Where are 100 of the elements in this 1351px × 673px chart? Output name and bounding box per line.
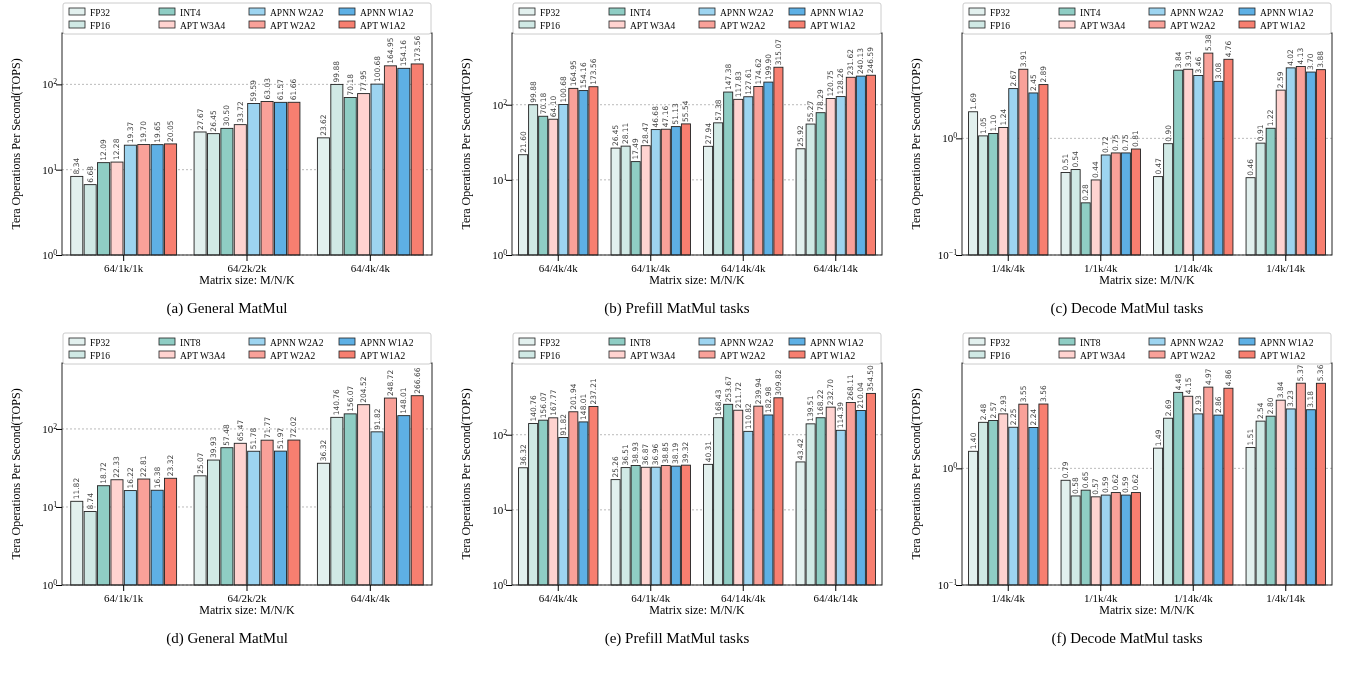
y-axis-title: Tera Operations Per Second(TOPS) — [9, 58, 23, 230]
x-tick-label: 64/4k/4k — [538, 591, 579, 604]
x-axis-title: Matrix size: M/N/K — [1099, 603, 1195, 617]
legend-label: APT W3A4 — [180, 350, 226, 361]
legend-label: INT8 — [180, 337, 201, 348]
legend-label: FP16 — [990, 350, 1011, 361]
legend-label: APNN W2A2 — [720, 337, 774, 348]
legend-label: APNN W1A2 — [360, 337, 414, 348]
y-tick-label: 10$^{2}$ — [492, 427, 508, 441]
legend-label: FP16 — [540, 350, 561, 361]
legend-label: FP16 — [990, 20, 1011, 31]
legend-label: APT W3A4 — [630, 350, 676, 361]
legend-label: APNN W2A2 — [270, 7, 324, 18]
x-axis-title: Matrix size: M/N/K — [199, 603, 295, 617]
x-tick-label: 1/1k/4k — [1083, 261, 1119, 274]
legend-label: FP32 — [990, 337, 1011, 348]
legend-label: APNN W1A2 — [360, 7, 414, 18]
x-tick-label: 64/2k/2k — [227, 261, 268, 274]
text: (f) Decode MatMul tasks — [1051, 630, 1203, 647]
legend-label: INT4 — [630, 7, 651, 18]
x-tick-label: 1/4k/14k — [1266, 591, 1306, 604]
legend-label: APT W3A4 — [630, 20, 676, 31]
y-tick-label: 10$^{1}$ — [42, 162, 58, 176]
legend-label: APT W3A4 — [180, 20, 226, 31]
legend-label: APT W2A2 — [720, 350, 766, 361]
y-tick-label: 10$^{1}$ — [42, 499, 58, 513]
x-axis-title: Matrix size: M/N/K — [649, 603, 745, 617]
y-tick-label: 10$^{0}$ — [492, 577, 508, 591]
legend-label: APNN W1A2 — [810, 7, 864, 18]
y-axis-title: Tera Operations Per Second(TOPS) — [9, 388, 23, 560]
legend-label: FP32 — [90, 7, 111, 18]
legend-label: APNN W1A2 — [1260, 7, 1314, 18]
legend-label: APT W1A2 — [1260, 350, 1306, 361]
x-tick-label: 64/4k/4k — [350, 591, 391, 604]
legend-label: APT W2A2 — [1170, 20, 1216, 31]
text: (b) Prefill MatMul tasks — [604, 300, 750, 317]
y-axis-title: Tera Operations Per Second(TOPS) — [459, 58, 473, 230]
text: (c) Decode MatMul tasks — [1050, 300, 1204, 317]
x-tick-label: 64/14k/4k — [720, 591, 767, 604]
x-tick-label: 1/4k/14k — [1266, 261, 1306, 274]
y-tick-label: 10$^{0}$ — [942, 460, 958, 475]
y-tick-label: 10$^{2}$ — [492, 97, 508, 111]
legend-label: APNN W1A2 — [810, 337, 864, 348]
legend-label: FP32 — [540, 7, 561, 18]
x-tick-label: 64/14k/4k — [720, 261, 767, 274]
legend-label: FP32 — [90, 337, 111, 348]
x-tick-label: 64/4k/4k — [538, 261, 579, 274]
x-axis-title: Matrix size: M/N/K — [649, 273, 745, 287]
y-tick-label: 10$^{0}$ — [42, 247, 58, 261]
x-tick-label: 64/1k/4k — [631, 261, 671, 274]
x-axis-title: Matrix size: M/N/K — [199, 273, 295, 287]
legend-label: APT W1A2 — [360, 350, 406, 361]
y-tick-label: 10$^{1}$ — [492, 172, 508, 186]
legend-label: APT W2A2 — [270, 20, 316, 31]
x-tick-label: 1/14k/4k — [1173, 591, 1214, 604]
x-tick-label: 1/1k/4k — [1083, 591, 1119, 604]
y-axis-title: Tera Operations Per Second(TOPS) — [909, 388, 923, 560]
x-tick-label: 1/14k/4k — [1173, 261, 1214, 274]
legend-label: APNN W2A2 — [1170, 337, 1224, 348]
legend-label: APT W1A2 — [360, 20, 406, 31]
legend-label: APNN W2A2 — [1170, 7, 1224, 18]
legend-label: INT8 — [1080, 337, 1101, 348]
x-axis-title: Matrix size: M/N/K — [1099, 273, 1195, 287]
y-tick-label: 10$^{2}$ — [42, 421, 58, 435]
y-tick-label: 10$^{−1}$ — [937, 577, 958, 591]
legend-label: FP16 — [540, 20, 561, 31]
x-tick-label: 64/4k/4k — [350, 261, 391, 274]
y-tick-label: 10$^{0}$ — [42, 577, 58, 591]
legend-label: APT W1A2 — [810, 350, 856, 361]
y-tick-label: 10$^{1}$ — [492, 502, 508, 516]
legend-label: APNN W1A2 — [1260, 337, 1314, 348]
x-tick-label: 64/1k/1k — [104, 261, 144, 274]
x-tick-label: 64/1k/1k — [104, 591, 144, 604]
legend-label: APT W1A2 — [810, 20, 856, 31]
y-tick-label: 10$^{0}$ — [492, 247, 508, 261]
legend-label: APNN W2A2 — [720, 7, 774, 18]
text: (e) Prefill MatMul tasks — [604, 630, 750, 647]
legend-label: APT W1A2 — [1260, 20, 1306, 31]
x-tick-label: 64/1k/4k — [631, 591, 671, 604]
legend-label: APT W3A4 — [1080, 20, 1126, 31]
x-tick-label: 1/4k/4k — [991, 261, 1026, 274]
legend-label: FP16 — [90, 20, 111, 31]
legend-label: FP16 — [90, 350, 111, 361]
x-tick-label: 64/4k/14k — [813, 261, 859, 274]
legend-label: APT W3A4 — [1080, 350, 1126, 361]
legend-label: INT4 — [180, 7, 201, 18]
y-axis-title: Tera Operations Per Second(TOPS) — [459, 388, 473, 560]
legend-label: FP32 — [990, 7, 1011, 18]
legend-label: APT W2A2 — [1170, 350, 1216, 361]
x-tick-label: 64/2k/2k — [227, 591, 268, 604]
x-tick-label: 64/4k/14k — [813, 591, 859, 604]
y-tick-label: 10$^{2}$ — [42, 76, 58, 91]
y-tick-label: 10$^{0}$ — [942, 130, 958, 145]
legend-label: APT W2A2 — [720, 20, 766, 31]
text: (d) General MatMul — [166, 630, 288, 647]
y-tick-label: 10$^{−1}$ — [937, 247, 958, 261]
legend-label: APT W2A2 — [270, 350, 316, 361]
x-tick-label: 1/4k/4k — [991, 591, 1026, 604]
y-axis-title: Tera Operations Per Second(TOPS) — [909, 58, 923, 230]
text: (a) General MatMul — [166, 300, 288, 317]
